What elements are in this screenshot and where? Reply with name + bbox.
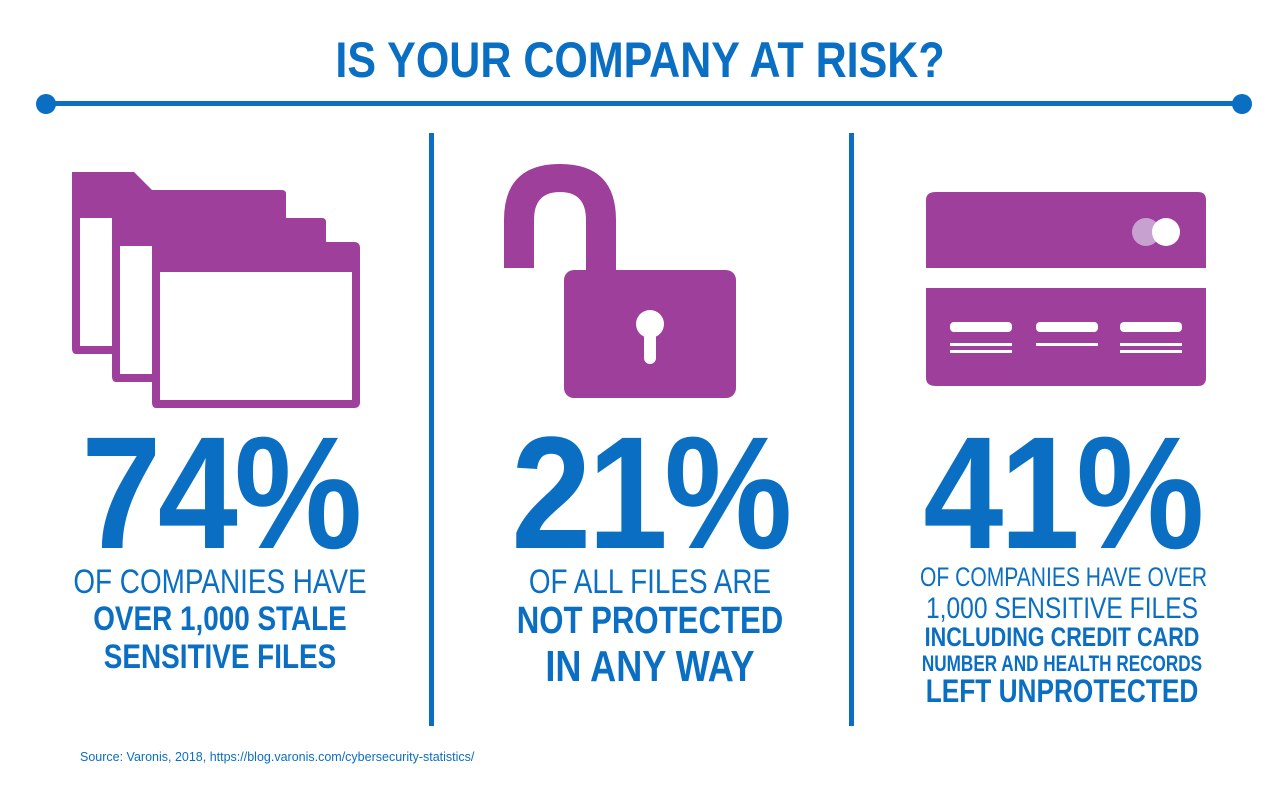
source-citation: Source: Varonis, 2018, https://blog.varo… [80,750,475,764]
stat-text-bold-1: NOT PROTECTED [516,600,784,642]
credit-card-icon [926,192,1206,386]
stat-text-regular-1: OF COMPANIES HAVE [73,563,367,601]
stat-value-stale-files: 74% [81,403,362,582]
stat-text-regular-1: OF COMPANIES HAVE OVER [920,562,1208,592]
stat-text-bold-1: OVER 1,000 STALE [93,600,347,638]
stat-text-bold-2: IN ANY WAY [545,642,755,691]
stat-value-unprotected-files: 21% [511,403,792,582]
column-divider-right [849,133,854,726]
rule-left-dot [36,94,56,114]
stat-text-regular-2: 1,000 SENSITIVE FILES [925,592,1199,625]
column-divider-left [429,133,434,726]
stat-text-regular-1: OF ALL FILES ARE [528,563,772,601]
rule-right-dot [1232,94,1252,114]
stat-text-bold-3: LEFT UNPROTECTED [925,673,1199,709]
folders-icon [72,172,360,408]
stat-value-sensitive-files: 41% [923,403,1204,582]
stat-text-bold-2: SENSITIVE FILES [103,638,337,676]
title-rule [44,101,1242,106]
page-title: IS YOUR COMPANY AT RISK? [335,32,945,88]
unlocked-padlock-icon [504,164,736,398]
stat-text-bold-2: NUMBER AND HEALTH RECORDS [921,651,1203,676]
stat-text-bold-1: INCLUDING CREDIT CARD [924,622,1200,652]
